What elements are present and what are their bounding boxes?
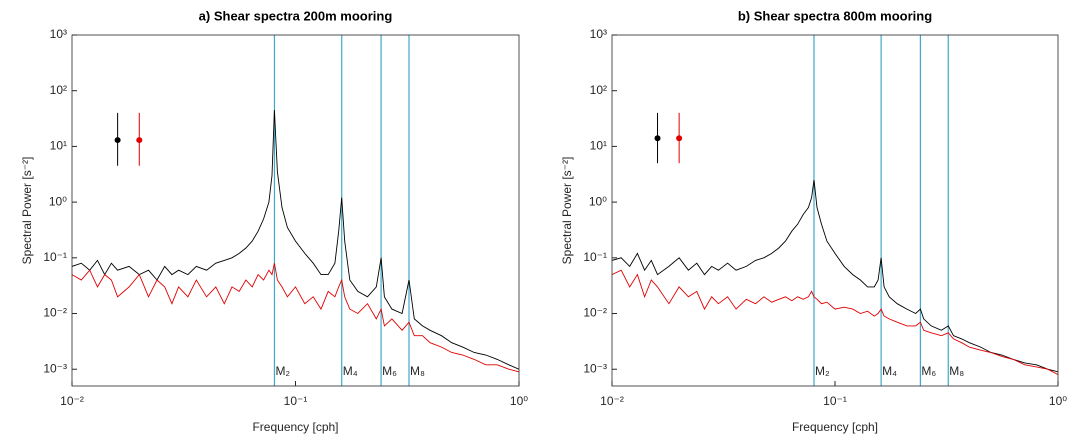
tidal-label: M₆ (921, 364, 936, 378)
tidal-label: M₈ (949, 364, 964, 378)
x-axis-label: Frequency [cph] (252, 420, 338, 434)
chart-title: b) Shear spectra 800m mooring (738, 8, 932, 23)
spectrum-line (72, 263, 519, 373)
plot (612, 35, 1058, 386)
y-tick-label: 10⁻² (43, 306, 67, 320)
y-tick-label: 10⁻³ (583, 361, 607, 375)
x-tick-label: 10⁰ (510, 394, 528, 408)
x-axis-label: Frequency [cph] (792, 420, 878, 434)
y-tick-label: 10⁻² (583, 306, 607, 320)
x-tick-label: 10⁻¹ (284, 394, 308, 408)
tidal-label: M₈ (410, 364, 425, 378)
tidal-label: M₄ (882, 364, 897, 378)
x-tick-label: 10⁰ (1049, 394, 1067, 408)
error-point (136, 137, 143, 144)
panel: M₂ M₄ M₆ M₈ 10⁻² 10⁻¹ 10⁰ 10⁻³ 10⁻² 10⁻¹ 10⁰ 10¹ 10²… (560, 8, 1067, 434)
tidal-label: M₆ (382, 364, 397, 378)
y-tick-label: 10³ (590, 27, 607, 41)
x-tick-label: 10⁻¹ (823, 394, 847, 408)
y-axis-label: Spectral Power [s⁻²] (20, 157, 34, 265)
y-axis-label: Spectral Power [s⁻²] (560, 157, 574, 265)
y-tick-label: 10⁻³ (43, 361, 67, 375)
tidal-label: M₂ (275, 364, 290, 378)
y-tick-label: 10⁰ (49, 194, 67, 208)
y-tick-label: 10⁰ (589, 194, 607, 208)
x-tick-label: 10⁻² (60, 394, 84, 408)
plot-area (72, 35, 519, 386)
y-tick-label: 10² (590, 83, 607, 97)
y-tick-label: 10³ (50, 27, 67, 41)
plot-area (612, 35, 1058, 386)
y-tick-label: 10⁻¹ (583, 250, 607, 264)
y-tick-label: 10¹ (590, 139, 607, 153)
spectrum-line (72, 109, 519, 370)
y-tick-label: 10² (50, 83, 67, 97)
x-tick-label: 10⁻² (600, 394, 624, 408)
panel: M₂ M₄ M₆ M₈ 10⁻² 10⁻¹ 10⁰ 10⁻³ 10⁻² 10⁻¹ 10⁰ 10¹ 10²… (20, 8, 528, 434)
plot (72, 35, 519, 386)
chart-title: a) Shear spectra 200m mooring (199, 8, 393, 23)
error-point (114, 137, 121, 144)
spectrum-line (612, 179, 1058, 373)
error-point (676, 135, 683, 142)
y-tick-label: 10¹ (50, 139, 67, 153)
tidal-label: M₄ (343, 364, 358, 378)
tidal-label: M₂ (815, 364, 830, 378)
spectrum-line (612, 269, 1058, 375)
error-point (654, 135, 661, 142)
y-tick-label: 10⁻¹ (43, 250, 67, 264)
